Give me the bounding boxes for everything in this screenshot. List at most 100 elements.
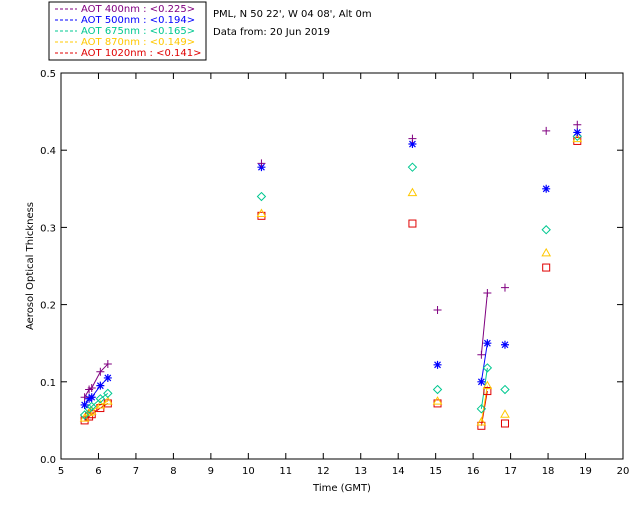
x-tick-label: 17 [504,466,517,477]
y-tick-label: 0.1 [40,378,56,389]
data-point-asterisk [103,373,112,382]
data-point-triangle [541,247,552,257]
data-point-plus [500,283,509,292]
data-point-plus [408,134,417,143]
info-date: Data from: 20 Jun 2019 [213,27,330,38]
y-tick-label: 0.4 [40,146,56,157]
data-point-asterisk [85,394,94,403]
square-marker [483,387,492,396]
data-point-square [542,263,551,272]
diamond-marker [482,363,493,373]
data-point-plus [80,393,89,402]
diamond-marker [87,401,97,412]
data-point-asterisk [433,360,442,369]
data-point-plus [96,367,105,376]
data-point-triangle [482,380,493,390]
asterisk-marker [87,393,96,402]
data-point-diamond [432,384,443,395]
data-point-asterisk [80,400,89,409]
data-point-plus [477,350,486,359]
data-point-diamond [256,191,267,202]
asterisk-marker [573,128,582,137]
diamond-marker [103,388,113,399]
plus-marker [433,306,442,315]
triangle-marker [256,208,267,218]
diamond-marker [79,410,90,420]
y-tick-label: 0.0 [40,455,56,466]
triangle-marker [500,409,510,418]
data-point-triangle [407,187,418,197]
y-tick-label: 0.5 [40,69,56,80]
x-tick-label: 12 [317,466,330,477]
x-tick-label: 11 [279,466,292,477]
data-point-plus [573,120,582,129]
data-point-diamond [103,388,113,399]
data-point-triangle [102,396,113,405]
data-point-square [408,219,417,228]
asterisk-marker [408,140,417,149]
data-point-square [500,419,509,428]
data-point-triangle [432,396,443,405]
asterisk-marker [80,400,89,409]
data-point-asterisk [483,339,492,348]
data-point-plus [103,360,112,369]
data-point-plus [433,306,442,315]
data-point-diamond [482,363,493,373]
data-point-plus [87,383,96,392]
x-axis-label: Time (GMT) [312,483,371,494]
asterisk-marker [483,339,492,348]
plus-marker [477,350,486,359]
plus-marker [80,393,89,402]
data-point-triangle [256,208,267,218]
legend: AOT 400nm : <0.225>AOT 500nm : <0.194>AO… [48,1,207,61]
data-point-asterisk [500,340,509,349]
square-marker [500,419,509,428]
asterisk-marker [500,340,509,349]
data-point-diamond [407,162,418,172]
y-axis-label: Aerosol Optical Thickness [25,202,36,330]
data-point-triangle [84,407,94,417]
x-tick-label: 15 [429,466,442,477]
info-location: PML, N 50 22', W 04 08', Alt 0m [213,9,372,20]
plus-marker [573,120,582,129]
data-point-plus [257,159,266,168]
legend-label: AOT 1020nm : <0.141> [81,48,201,59]
asterisk-marker [96,381,105,390]
data-point-asterisk [408,140,417,149]
data-point-diamond [541,225,551,235]
series-line [480,343,488,382]
x-tick-label: 20 [617,466,630,477]
x-tick-label: 10 [242,466,255,477]
x-tick-label: 13 [354,466,367,477]
asterisk-marker [477,377,486,386]
legend-label: AOT 500nm : <0.194> [81,15,195,26]
plus-marker [96,367,105,376]
data-point-plus [483,289,492,298]
triangle-marker [84,407,94,417]
data-point-square [483,387,492,396]
triangle-marker [476,416,487,426]
x-tick-label: 5 [58,466,64,477]
triangle-marker [541,247,552,257]
plus-marker [103,360,112,369]
diamond-marker [256,191,267,202]
x-tick-label: 19 [579,466,592,477]
data-point-diamond [87,401,97,412]
plus-marker [542,126,551,135]
series-line [480,292,488,355]
plus-marker [483,289,492,298]
data-point-diamond [79,410,90,420]
data-point-asterisk [477,377,486,386]
square-marker [408,219,417,228]
plus-marker [500,283,509,292]
triangle-marker [407,187,418,197]
diamond-marker [500,384,510,395]
data-point-asterisk [87,393,96,402]
plot-frame [60,72,624,460]
diamond-marker [476,404,487,414]
x-tick-label: 7 [133,466,139,477]
x-tick-label: 9 [208,466,214,477]
asterisk-marker [542,184,551,193]
legend-label: AOT 870nm : <0.149> [81,37,195,48]
